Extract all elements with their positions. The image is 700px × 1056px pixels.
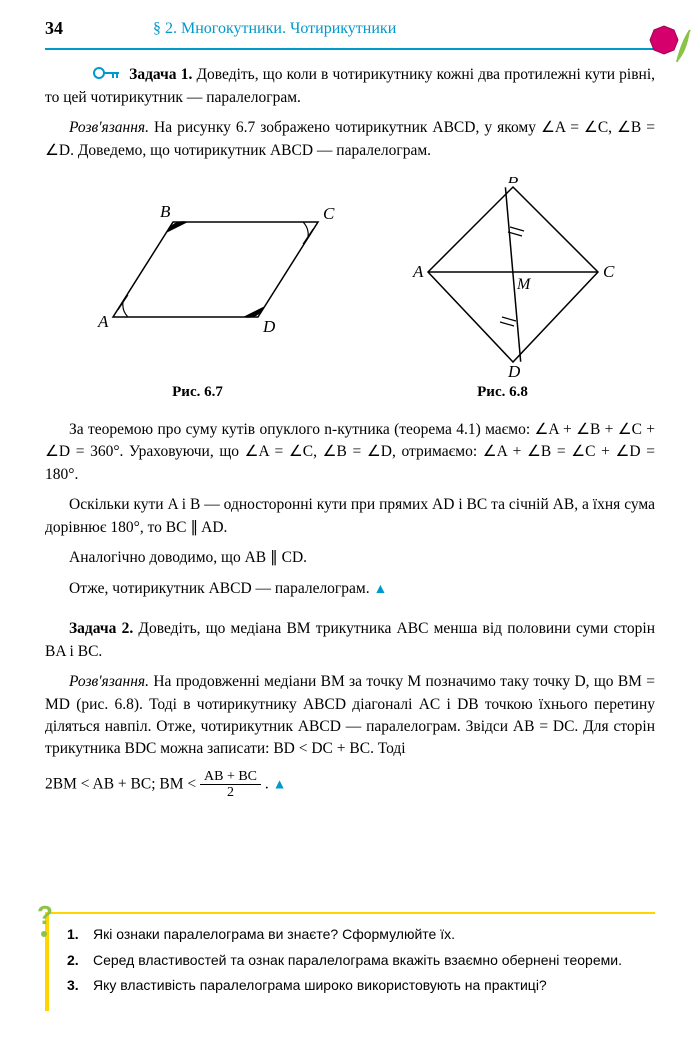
task2-block: Задача 2. Доведіть, що медіана BM трикут… — [45, 618, 655, 663]
fraction: AB + BC 2 — [200, 769, 261, 801]
task1-block: Задача 1. Доведіть, що коли в чотирикутн… — [45, 64, 655, 109]
key-icon — [69, 64, 121, 86]
svg-text:?: ? — [37, 902, 53, 930]
question-2: 2. Серед властивостей та ознак паралелог… — [67, 950, 645, 972]
proof-end-marker-2: ▲ — [273, 777, 287, 792]
proof-end-marker: ▲ — [373, 582, 387, 597]
figure-6-8: B A C D M — [403, 177, 623, 377]
corner-decoration — [632, 22, 692, 72]
fig68-label-A: A — [412, 262, 424, 281]
task2-text: Доведіть, що медіана BM трикутника ABC м… — [45, 620, 655, 659]
solution-label-2: Розв'язання. — [69, 673, 149, 690]
q2-num: 2. — [67, 950, 85, 972]
fig67-label-B: B — [160, 202, 171, 221]
fig67-label-A: A — [97, 312, 109, 331]
proof-p4: Отже, чотирикутник ABCD — паралелограм. … — [45, 578, 655, 600]
formula-post: . — [265, 775, 269, 792]
proof-p2: Оскільки кути A і B — односторонні кути … — [45, 494, 655, 539]
proof-p1: За теоремою про суму кутів опуклого n-ку… — [45, 419, 655, 486]
task1-label: Задача 1. — [129, 66, 192, 83]
figures-row: A B C D B A C D M — [45, 177, 655, 377]
fig67-caption: Рис. 6.7 — [172, 382, 223, 404]
page: 34 § 2. Многокутники. Чотирикутники Зада… — [0, 0, 700, 1056]
question-mark-icon: ? — [35, 902, 59, 945]
header-rule — [45, 48, 670, 50]
formula-pre: 2BM < AB + BC; BM < — [45, 775, 196, 792]
task2-solution: Розв'язання. На продовженні медіани BM з… — [45, 671, 655, 761]
solution-label-1: Розв'язання. — [69, 119, 149, 136]
q3-text: Яку властивість паралелограма широко вик… — [93, 975, 547, 997]
frac-numerator: AB + BC — [200, 769, 261, 785]
content-area: Задача 1. Доведіть, що коли в чотирикутн… — [0, 39, 700, 801]
figure-6-7: A B C D — [78, 177, 338, 347]
task2-formula: 2BM < AB + BC; BM < AB + BC 2 . ▲ — [45, 769, 655, 801]
q1-text: Які ознаки паралелограма ви знаєте? Сфор… — [93, 924, 455, 946]
fig68-caption: Рис. 6.8 — [477, 382, 528, 404]
fig67-label-D: D — [262, 317, 276, 336]
questions-block: ? 1. Які ознаки паралелограма ви знаєте?… — [45, 912, 655, 1011]
fig68-label-D: D — [507, 362, 521, 377]
fig68-label-M: M — [516, 276, 532, 293]
question-1: 1. Які ознаки паралелограма ви знаєте? С… — [67, 924, 645, 946]
question-3: 3. Яку властивість паралелограма широко … — [67, 975, 645, 997]
task1-solution: Розв'язання. На рисунку 6.7 зображено чо… — [45, 117, 655, 162]
figure-captions: Рис. 6.7 Рис. 6.8 — [45, 382, 655, 404]
q2-text: Серед властивостей та ознак паралелограм… — [93, 950, 622, 972]
fig68-label-B: B — [508, 177, 519, 187]
frac-denominator: 2 — [200, 785, 261, 800]
fig68-label-C: C — [603, 262, 615, 281]
proof-p4-text: Отже, чотирикутник ABCD — паралелограм. — [69, 580, 370, 597]
page-header: 34 § 2. Многокутники. Чотирикутники — [0, 0, 700, 39]
q1-num: 1. — [67, 924, 85, 946]
fig67-label-C: C — [323, 204, 335, 223]
proof-p3: Аналогічно доводимо, що AB ∥ CD. — [45, 547, 655, 569]
section-title: § 2. Многокутники. Чотирикутники — [153, 20, 396, 38]
page-number: 34 — [45, 18, 63, 39]
q3-num: 3. — [67, 975, 85, 997]
task2-label: Задача 2. — [69, 620, 133, 637]
